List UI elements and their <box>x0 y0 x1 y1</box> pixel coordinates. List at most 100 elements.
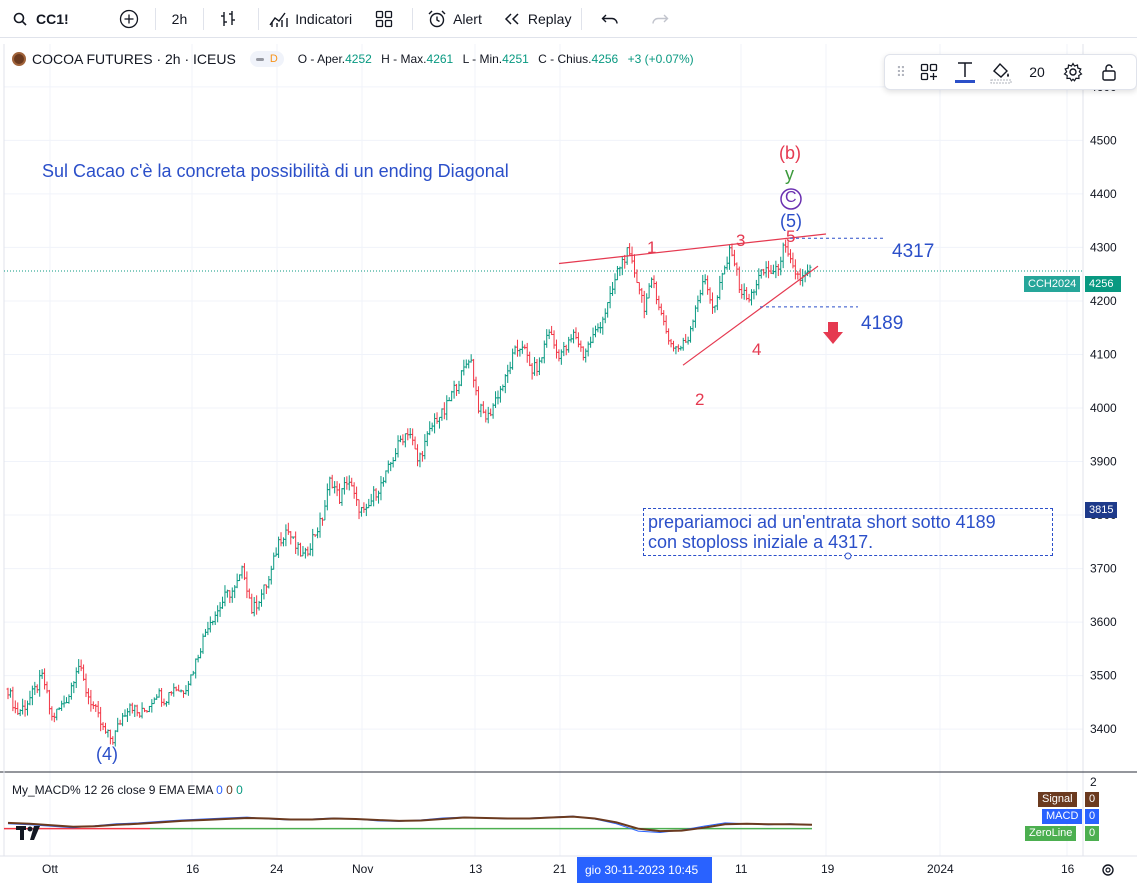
ohlc-bar <box>676 344 680 352</box>
alert-button[interactable]: Alert <box>413 0 492 38</box>
ohlc-bar <box>377 490 381 504</box>
wave-3-label[interactable]: 3 <box>736 231 746 250</box>
ohlc-bar <box>311 528 315 557</box>
ohlc-bar <box>286 522 290 535</box>
ohlc-bar <box>203 628 207 637</box>
ohlc-bar <box>340 488 344 506</box>
background-color-button[interactable] <box>983 57 1019 87</box>
symbol-search[interactable]: CC1! <box>0 0 79 38</box>
ohlc-bar <box>245 571 249 599</box>
ohlc-bar <box>718 275 722 300</box>
wave-c-label[interactable]: C <box>785 189 797 206</box>
time-tick-label: Nov <box>352 862 374 876</box>
ohlc-bar <box>50 706 54 721</box>
price-tick-label: 4000 <box>1090 401 1117 415</box>
ohlc-bar <box>199 648 203 659</box>
ohlc-bar <box>316 527 320 539</box>
ohlc-bar <box>174 686 178 692</box>
signal-tag-label: Signal <box>1038 792 1077 807</box>
chart-type-button[interactable] <box>204 0 258 38</box>
compare-button[interactable] <box>79 0 155 38</box>
drag-handle-icon[interactable]: ⠿ <box>895 63 907 80</box>
ohlc-bar <box>737 266 741 294</box>
wave-1-label[interactable]: 1 <box>647 238 657 257</box>
open-label: O - Aper. <box>297 52 346 66</box>
wave-5-primary-label[interactable]: (5) <box>780 211 802 231</box>
lock-button[interactable] <box>1091 57 1127 87</box>
wave-4-primary-label[interactable]: (4) <box>96 744 118 764</box>
ohlc-bar <box>572 329 576 344</box>
ohlc-bar <box>38 669 42 697</box>
ohlc-bar <box>547 329 551 340</box>
ohlc-bar <box>150 699 154 713</box>
indicators-button[interactable]: Indicatori <box>259 0 362 38</box>
price-tick-label: 3500 <box>1090 669 1117 683</box>
headline-annotation[interactable]: Sul Cacao c'è la concreta possibilità di… <box>42 161 509 181</box>
price-tick-label: 3700 <box>1090 562 1117 576</box>
ohlc-bar <box>479 403 483 418</box>
ohlc-bar <box>84 673 88 698</box>
price-tick-label: 4100 <box>1090 347 1117 361</box>
ohlc-bar <box>223 585 227 607</box>
ohlc-bar <box>213 611 217 625</box>
text-color-button[interactable] <box>947 57 983 87</box>
redo-button[interactable] <box>640 0 686 38</box>
wave-b-label[interactable]: (b) <box>779 143 801 163</box>
ohlc-bar <box>338 483 342 505</box>
ohlc-bar <box>720 272 724 290</box>
replay-button[interactable]: Replay <box>492 0 582 38</box>
font-size-button[interactable]: 20 <box>1029 64 1045 80</box>
level-4189-label[interactable]: 4189 <box>861 313 904 334</box>
high-value: 4261 <box>426 52 454 66</box>
low-value: 4251 <box>502 52 529 66</box>
ohlc-bar <box>503 374 507 394</box>
macd-legend[interactable]: My_MACD% 12 26 close 9 EMA EMA 0 0 0 <box>12 783 243 797</box>
template-button[interactable] <box>911 57 947 87</box>
wave-y-label[interactable]: y <box>785 164 794 184</box>
ohlc-bar <box>593 325 597 338</box>
indicators-label: Indicatori <box>295 10 353 27</box>
wave-2-label[interactable]: 2 <box>695 390 705 409</box>
ohlc-bar <box>569 334 573 343</box>
ohlc-bar <box>94 703 98 712</box>
ohlc-bar <box>637 282 641 295</box>
wave-4-label[interactable]: 4 <box>752 340 762 359</box>
data-badge[interactable]: D <box>249 51 284 67</box>
interval-button[interactable]: 2h <box>156 0 204 38</box>
alert-label: Alert <box>453 10 482 27</box>
layouts-button[interactable] <box>362 0 412 38</box>
settings-button[interactable] <box>1055 57 1091 87</box>
undo-button[interactable] <box>582 0 640 38</box>
series-title[interactable]: COCOA FUTURES · 2h · ICEUS <box>32 51 236 67</box>
ohlc-bar <box>533 357 537 376</box>
close-value: 4256 <box>591 52 619 66</box>
trade-note-box[interactable]: prepariamoci ad un'entrata short sotto 4… <box>643 508 1053 556</box>
wave-c-circle <box>780 188 802 210</box>
gear-icon <box>1063 62 1083 82</box>
ohlc-bar <box>776 263 780 277</box>
ohlc-bar <box>116 717 120 733</box>
price-tick-label: 3900 <box>1090 455 1117 469</box>
ohlc-bar <box>372 486 376 507</box>
ohlc-bar <box>433 413 437 434</box>
ohlc-bar <box>318 512 322 538</box>
diagonal-upper-line <box>558 233 827 265</box>
ohlc-bar <box>511 348 515 370</box>
ohlc-bar <box>8 688 12 698</box>
ohlc-bar <box>435 412 439 424</box>
plus-circle-icon <box>119 9 139 29</box>
ohlc-bar <box>342 477 346 495</box>
high-label: H - Max. <box>381 52 427 66</box>
level-4317-label[interactable]: 4317 <box>892 241 935 262</box>
ohlc-bar <box>657 295 661 311</box>
wave-5-label[interactable]: 5 <box>786 227 796 246</box>
ohlc-bar <box>26 700 30 716</box>
ohlc-bar <box>301 546 305 557</box>
ohlc-bar <box>252 597 256 617</box>
time-crosshair-label: gio 30-11-2023 10:45 <box>577 857 712 883</box>
note-resize-handle[interactable] <box>843 551 853 561</box>
ohlc-bar <box>160 687 164 707</box>
ohlc-bar <box>167 691 171 705</box>
ohlc-bar <box>696 295 700 313</box>
